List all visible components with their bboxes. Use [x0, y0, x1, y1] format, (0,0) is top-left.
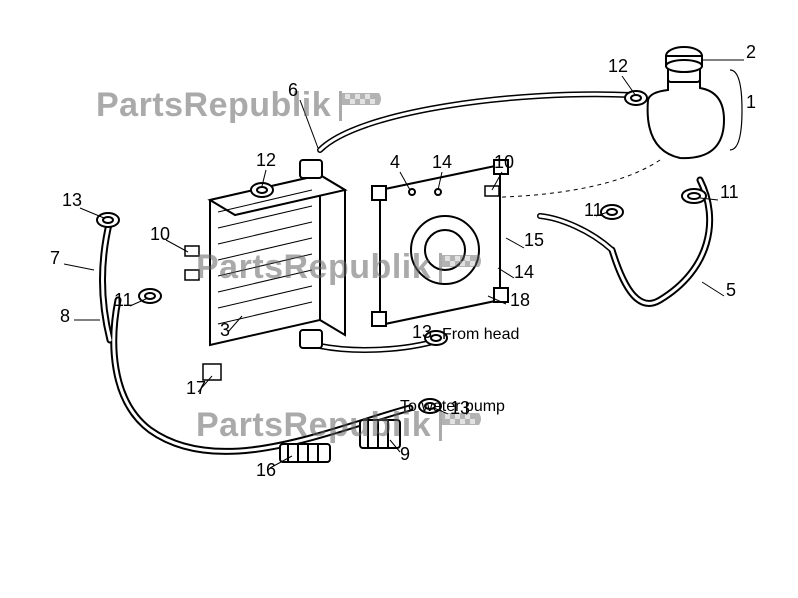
watermark-text: PartsRepublik — [196, 406, 431, 445]
label-to-water-pump: To water pump — [400, 398, 505, 416]
lower-guide-16 — [280, 444, 330, 462]
diagram-canvas: { "meta": { "width": 798, "height": 598,… — [0, 0, 798, 598]
callout-3-18: 3 — [220, 320, 230, 341]
reservoir-lower-gasket — [682, 189, 706, 203]
callout-5-16: 5 — [726, 280, 736, 301]
brace-1 — [730, 70, 742, 150]
callout-14-5: 14 — [432, 152, 452, 173]
callout-15-12: 15 — [524, 230, 544, 251]
watermark-2: PartsRepublik — [196, 248, 483, 287]
callout-6-3: 6 — [288, 80, 298, 101]
callout-7-10: 7 — [50, 248, 60, 269]
reservoir-cap — [666, 47, 702, 72]
watermark-1: PartsRepublik — [96, 86, 383, 125]
callout-8-17: 8 — [60, 306, 70, 327]
callout-17-21: 17 — [186, 378, 206, 399]
callout-4-4: 4 — [390, 152, 400, 173]
reservoir — [648, 66, 724, 158]
callout-13-7: 13 — [62, 190, 82, 211]
callout-2-1: 2 — [746, 42, 756, 63]
label-from-head: From head — [442, 326, 519, 344]
callout-18-19: 18 — [510, 290, 530, 311]
callout-10-8: 10 — [150, 224, 170, 245]
hose-mid — [540, 216, 612, 250]
callout-11-14: 11 — [584, 200, 603, 221]
callout-9-23: 9 — [400, 444, 410, 465]
callout-16-24: 16 — [256, 460, 276, 481]
flag-icon — [339, 91, 383, 121]
callout-11-15: 11 — [720, 182, 739, 203]
flag-icon — [439, 253, 483, 283]
callout-11-11: 11 — [114, 290, 133, 311]
callout-1-0: 1 — [746, 92, 756, 113]
callout-14-13: 14 — [514, 262, 534, 283]
watermark-text: PartsRepublik — [196, 248, 431, 287]
callout-13-20: 13 — [412, 322, 432, 343]
callout-10-6: 10 — [494, 152, 514, 173]
fan-shroud — [372, 160, 508, 326]
callout-12-2: 12 — [608, 56, 628, 77]
callout-12-9: 12 — [256, 150, 276, 171]
